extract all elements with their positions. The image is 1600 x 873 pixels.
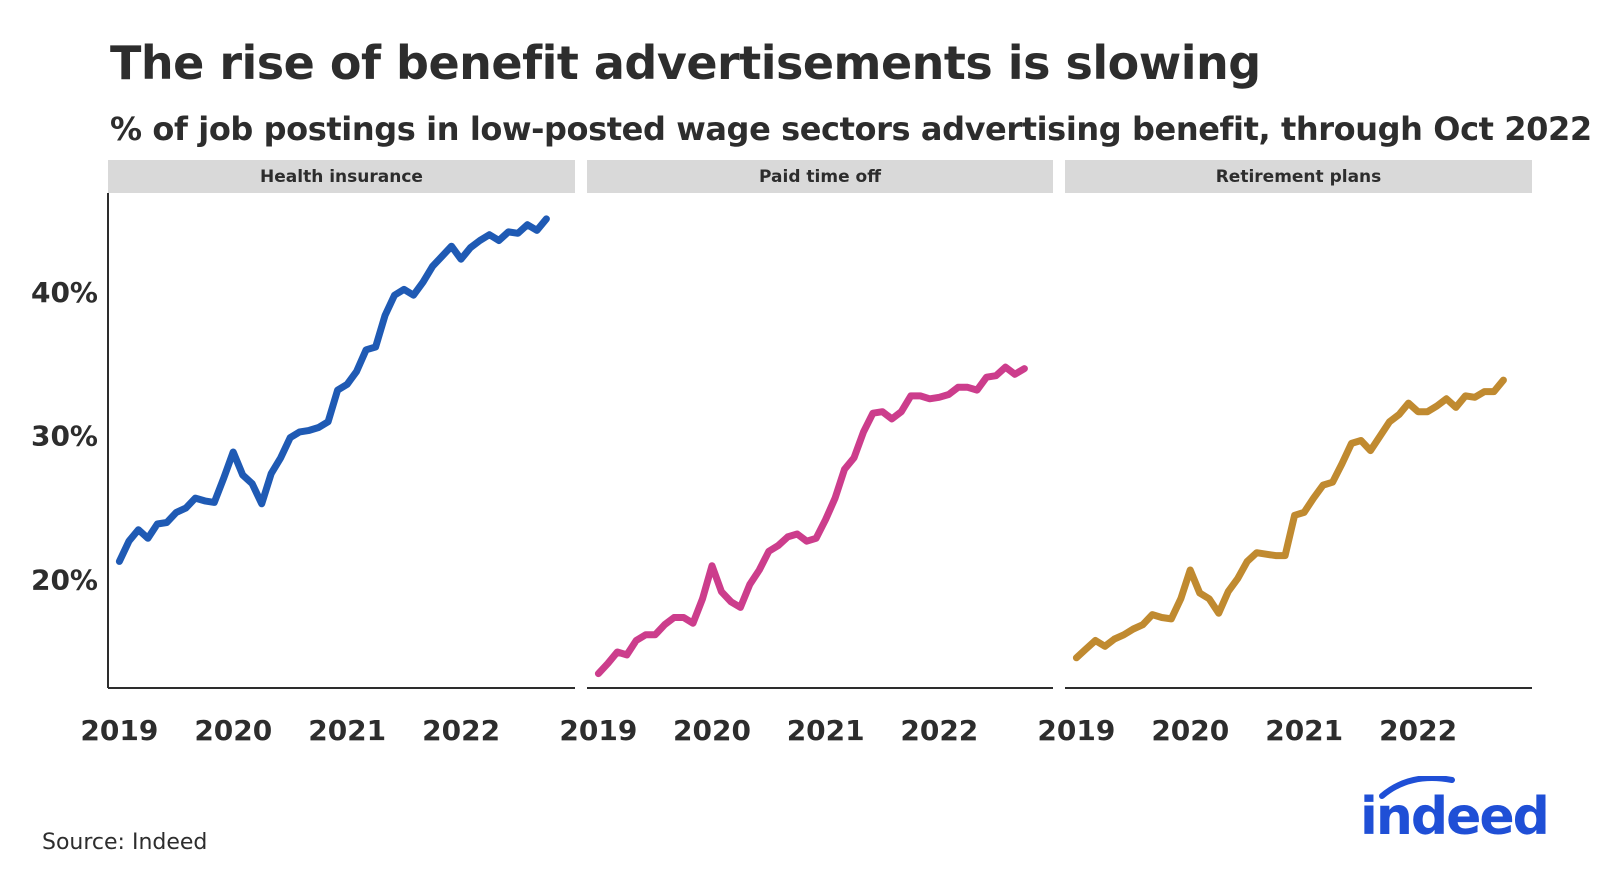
chart-subtitle: % of job postings in low-posted wage sec… [110,110,1592,148]
x-tick-label: 2022 [1379,714,1457,747]
y-tick-label: 30% [31,420,98,453]
series-line-retirement-plans [1072,376,1507,662]
chart-title: The rise of benefit advertisements is sl… [110,36,1261,90]
facet-label: Health insurance [260,167,423,187]
x-tick-label: 2022 [422,714,500,747]
series-line-health-insurance [115,215,550,565]
logo-arc [1379,776,1455,799]
logo-wordmark: indeed [1360,787,1548,846]
x-tick-label: 2019 [80,714,158,747]
x-tick-label: 2020 [673,714,751,747]
x-tick-label: 2021 [787,714,865,747]
facet-label: Paid time off [759,167,881,187]
series-line-paid-time-off [594,363,1028,678]
x-tick-label: 2021 [1265,714,1343,747]
x-tick-label: 2020 [194,714,272,747]
x-tick-label: 2019 [559,714,637,747]
indeed-logo: indeed [1360,776,1550,846]
x-tick-label: 2021 [308,714,386,747]
y-tick-label: 40% [31,276,98,309]
x-tick-label: 2020 [1151,714,1229,747]
facet-strip [108,160,575,193]
facet-strip [1065,160,1532,193]
facet-label: Retirement plans [1216,167,1382,187]
x-tick-label: 2022 [900,714,978,747]
x-tick-label: 2019 [1037,714,1115,747]
facet-strip [587,160,1053,193]
source-note: Source: Indeed [42,830,208,855]
y-tick-label: 20% [31,564,98,597]
